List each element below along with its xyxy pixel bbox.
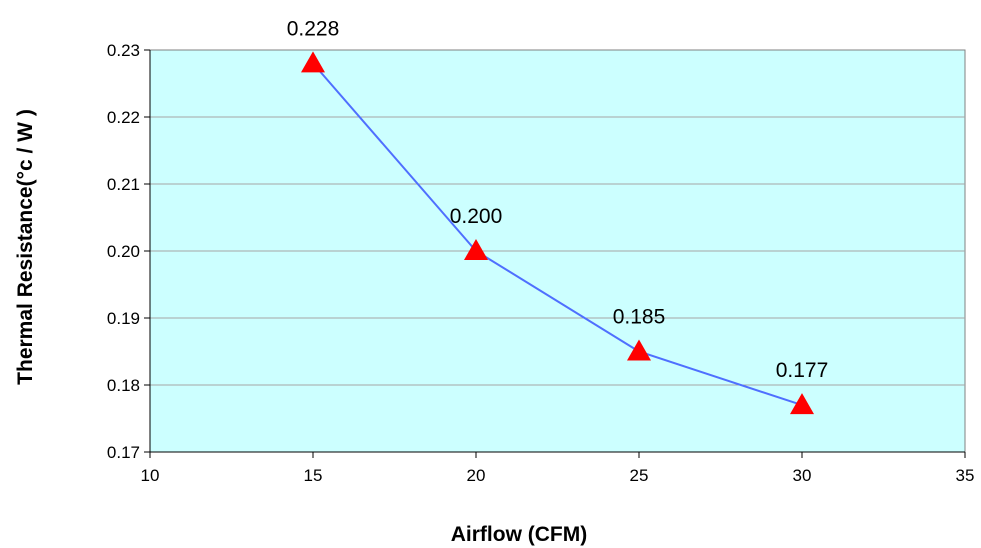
data-point-marker [790, 393, 814, 415]
gridlines [150, 116, 965, 386]
data-point-marker [627, 339, 651, 361]
x-tick-label: 25 [630, 466, 649, 485]
x-tick-label: 10 [141, 466, 160, 485]
y-tick-label: 0.23 [107, 41, 140, 60]
x-axis-title: Airflow (CFM) [451, 523, 587, 546]
data-label: 0.185 [613, 306, 666, 329]
x-tick-label: 15 [304, 466, 323, 485]
y-axis-title: Thermal Resistance(°c / W ) [14, 109, 37, 385]
x-tick-label: 30 [793, 466, 812, 485]
y-tick-label: 0.20 [107, 242, 140, 261]
x-tick-label: 35 [956, 466, 975, 485]
y-tick-label: 0.17 [107, 443, 140, 462]
data-label: 0.200 [450, 205, 503, 228]
data-label: 0.177 [776, 359, 829, 382]
axes: 0.17 0.18 0.19 0.20 0.21 0.22 0.23 10 15 20 25 30 35 [107, 41, 975, 485]
y-tick-label: 0.22 [107, 108, 140, 127]
series-layer: 0.228 0.200 0.185 0.177 [287, 17, 829, 415]
y-tick-label: 0.18 [107, 376, 140, 395]
data-label: 0.228 [287, 17, 340, 40]
data-point-marker [301, 51, 325, 73]
series-line [312, 62, 803, 407]
y-tick-label: 0.21 [107, 175, 140, 194]
y-tick-label: 0.19 [107, 309, 140, 328]
data-point-marker [464, 239, 488, 260]
x-tick-label: 20 [467, 466, 486, 485]
